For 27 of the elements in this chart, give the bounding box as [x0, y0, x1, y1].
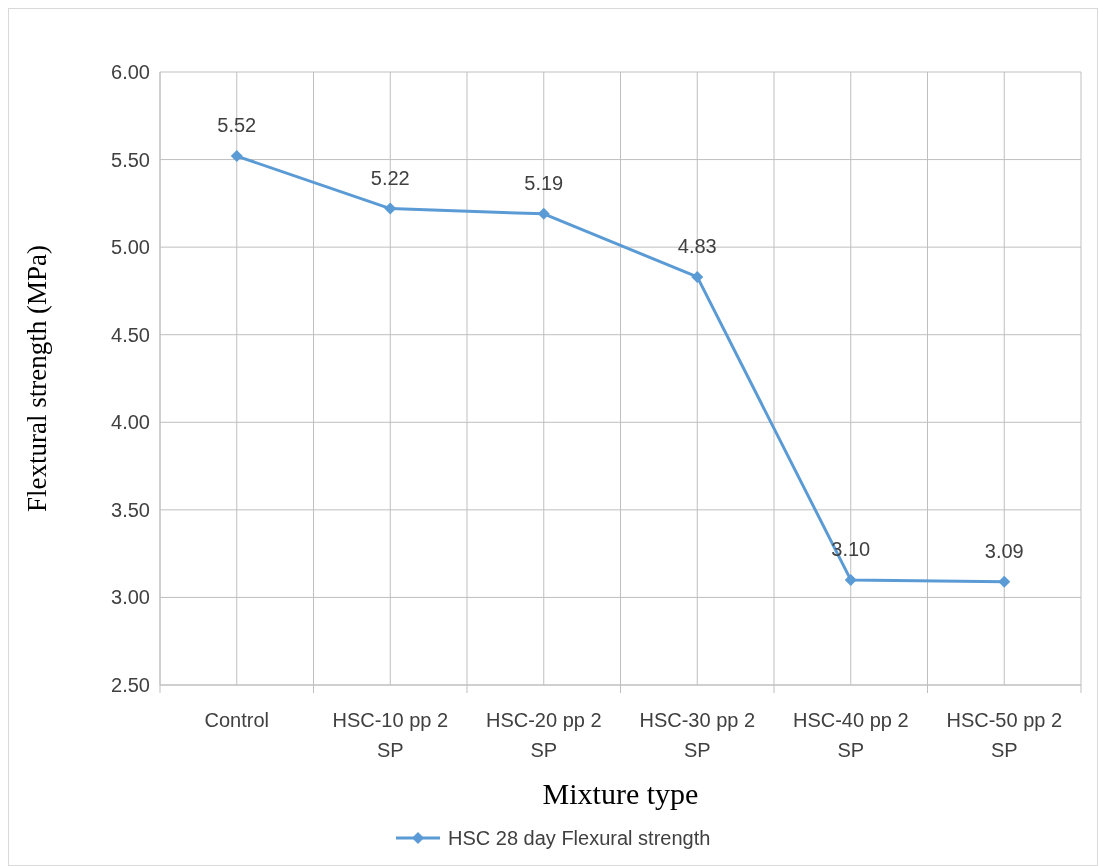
point	[998, 575, 1011, 588]
y-tick-label: 3.50	[111, 498, 150, 521]
point	[384, 202, 397, 215]
data-label: 5.19	[524, 171, 564, 194]
data-label: 5.22	[370, 166, 410, 189]
point	[230, 150, 243, 163]
y-tick-label: 6.00	[111, 61, 150, 83]
data-label: 4.83	[677, 234, 717, 257]
x-tick-label: HSC-40 pp 2 SP	[792, 709, 909, 761]
x-tick-label: HSC-10 pp 2 SP	[332, 709, 449, 761]
data-label: 5.52	[217, 114, 257, 137]
x-tick-label: HSC-50 pp 2 SP	[946, 709, 1063, 761]
point	[691, 270, 704, 283]
legend-label: HSC 28 day Flexural strength	[448, 827, 711, 849]
y-axis-title: Flextural strength (MPa)	[22, 245, 52, 512]
x-tick-label: HSC-20 pp 2 SP	[485, 709, 602, 761]
y-tick-label: 4.00	[111, 411, 150, 434]
data-label: 3.09	[984, 539, 1024, 562]
point	[844, 573, 857, 586]
x-axis-title: Mixture type	[542, 777, 699, 810]
y-tick-label: 5.00	[111, 236, 150, 259]
y-tick-label: 4.50	[111, 323, 150, 346]
y-tick-label: 3.00	[111, 586, 150, 609]
y-tick-label: 2.50	[111, 674, 150, 696]
x-tick-label: HSC-30 pp 2 SP	[639, 709, 756, 761]
x-tick-label: Control	[204, 709, 269, 731]
y-tick-label: 5.50	[111, 148, 150, 171]
